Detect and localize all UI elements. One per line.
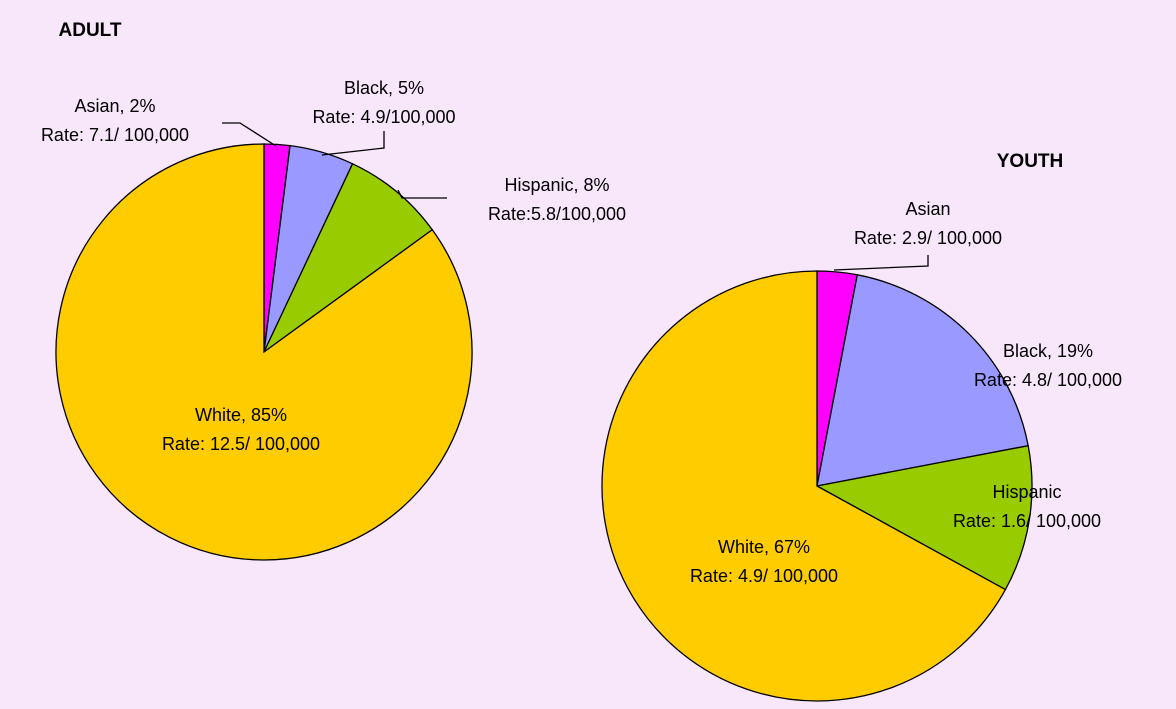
slice-rate: Rate:5.8/100,000 [488,204,626,224]
chart-title: ADULT [59,20,122,41]
slice-label: Black, 5% [344,78,424,98]
slice-rate: Rate: 4.9/100,000 [312,107,455,127]
slice-rate: Rate: 2.9/ 100,000 [854,228,1002,248]
slice-rate: Rate: 4.9/ 100,000 [690,566,838,586]
leader-line [321,131,385,156]
slice-label: Asian, 2% [74,96,155,116]
slice-label: Asian [905,199,950,219]
slice-label: Hispanic [992,482,1061,502]
slice-label: White, 85% [195,405,287,425]
slice-label: White, 67% [718,537,810,557]
leader-line [222,122,277,147]
pie-slice [601,270,1007,702]
slice-rate: Rate: 7.1/ 100,000 [41,125,189,145]
pie-slice [263,162,434,353]
leader-line [397,189,447,199]
pie-slice [816,274,1029,487]
slice-rate: Rate: 12.5/ 100,000 [162,434,320,454]
slice-label: Black, 19% [1003,341,1093,361]
pie-slice [815,444,1033,591]
leader-line [833,255,929,271]
slice-label: Hispanic, 8% [504,175,609,195]
slice-rate: Rate: 1.6/ 100,000 [953,511,1101,531]
slice-rate: Rate: 4.8/ 100,000 [974,370,1122,390]
chart-title: YOUTH [997,151,1064,172]
pie-slice [55,143,473,561]
